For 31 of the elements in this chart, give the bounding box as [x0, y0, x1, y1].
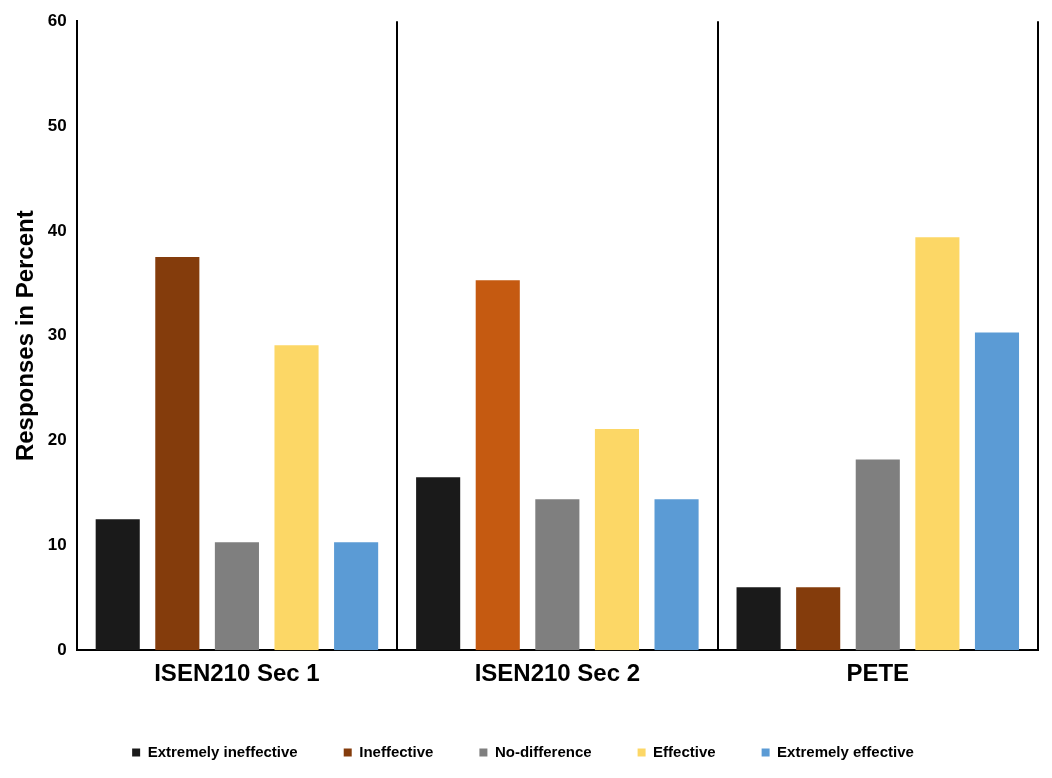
bar	[535, 499, 580, 651]
legend-label: Ineffective	[359, 742, 434, 760]
bar	[915, 237, 960, 651]
y-tick-label: 30	[47, 325, 67, 345]
bar	[796, 587, 841, 651]
x-tick-label: ISEN210 Sec 2	[474, 659, 641, 687]
y-axis-title: Responses in Percent	[11, 210, 39, 462]
y-tick-label: 10	[47, 535, 67, 555]
bar	[416, 477, 461, 651]
x-tick-label: PETE	[846, 659, 910, 687]
bar	[155, 257, 200, 651]
legend-label: No-difference	[494, 742, 592, 760]
bar	[334, 542, 379, 651]
y-tick-label: 40	[47, 220, 67, 240]
bar	[95, 519, 140, 651]
bar	[594, 429, 640, 651]
bar	[475, 280, 520, 651]
legend-label: Extremely ineffective	[147, 742, 298, 760]
bar	[974, 332, 1020, 651]
legend-label: Extremely effective	[777, 742, 914, 760]
legend-label: Effective	[653, 742, 716, 760]
y-tick-label: 20	[47, 430, 67, 450]
bar	[855, 459, 900, 651]
bar	[736, 587, 781, 651]
x-tick-label: ISEN210 Sec 1	[154, 659, 320, 687]
y-tick-label: 50	[47, 115, 67, 135]
y-tick-label: 60	[47, 10, 67, 30]
bar	[654, 499, 699, 651]
y-tick-label: 0	[57, 639, 67, 659]
bar	[214, 542, 259, 651]
bar	[274, 345, 319, 651]
